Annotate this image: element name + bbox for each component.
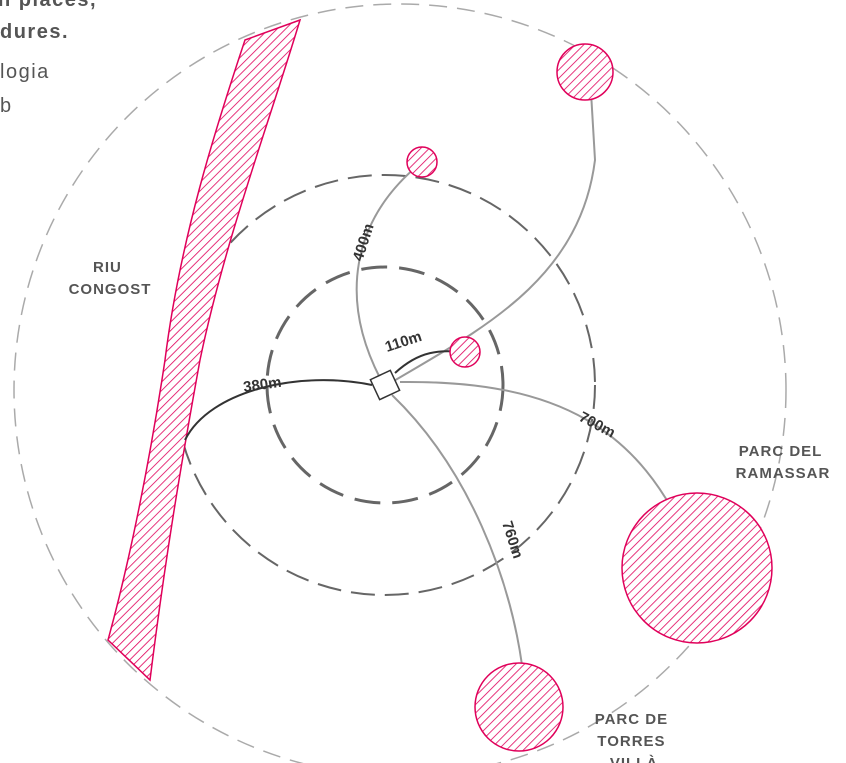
park <box>621 492 773 644</box>
route <box>355 161 423 379</box>
destination <box>556 43 614 101</box>
distance-label: 700m <box>576 409 618 442</box>
distance-label: 380m <box>242 374 282 396</box>
label-line: VILLÀ <box>610 755 658 763</box>
river <box>107 18 302 682</box>
label-line: PARC DE <box>595 711 668 728</box>
distance-label: 110m <box>383 328 424 356</box>
river-label: RIU CONGOST <box>69 259 152 298</box>
route <box>391 74 597 383</box>
header-line: n places, <box>0 0 97 11</box>
header-line: b <box>0 95 13 117</box>
destination <box>449 336 481 368</box>
route <box>391 394 523 666</box>
distance-label: 400m <box>350 221 378 263</box>
outer-ring <box>13 3 787 763</box>
label-line: RAMASSAR <box>736 465 831 482</box>
label-line: TORRES <box>597 733 665 750</box>
park-label: PARC DE TORRES VILLÀ <box>595 711 674 763</box>
park-label: PARC DEL RAMASSAR <box>736 443 831 482</box>
label-line: RIU <box>93 259 122 276</box>
header-line: logia <box>0 61 50 83</box>
distance-label: 760m <box>498 519 526 561</box>
label-line: PARC DEL <box>739 443 822 460</box>
header-line: dures. <box>0 21 69 43</box>
inner-ring <box>265 265 505 505</box>
park <box>474 662 564 752</box>
route <box>184 379 373 441</box>
destination <box>406 146 438 178</box>
label-line: CONGOST <box>69 281 152 298</box>
building <box>369 369 401 401</box>
